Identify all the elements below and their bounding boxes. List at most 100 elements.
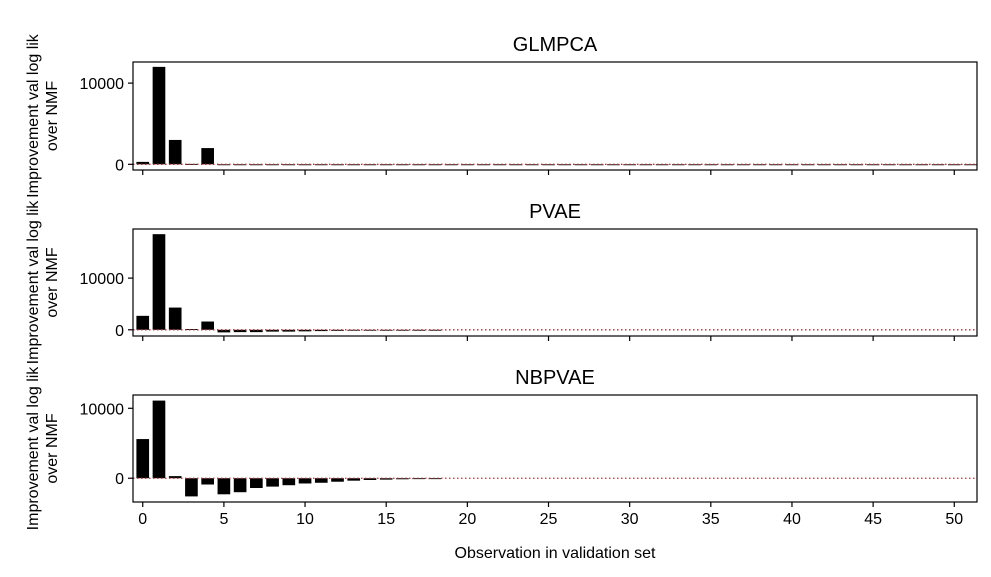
bar	[964, 164, 977, 166]
bar	[477, 164, 490, 166]
panel-0: 0 10000 GLMPCA Improvement val log lik over …	[25, 33, 978, 198]
y-axis-label-line: Improvement val log lik	[25, 33, 42, 198]
y-tick-label: 0	[115, 323, 124, 340]
bar	[753, 164, 766, 166]
bar	[201, 148, 214, 165]
bar	[266, 329, 279, 332]
bar	[736, 164, 750, 166]
bar	[152, 400, 166, 479]
bar	[509, 164, 523, 166]
y-tick-label: 10000	[80, 76, 125, 93]
bar	[331, 478, 344, 482]
bar	[461, 164, 474, 166]
bar	[136, 315, 150, 330]
bar	[412, 164, 425, 166]
bar	[314, 478, 328, 483]
x-tick-label: 0	[138, 511, 147, 528]
bar	[347, 478, 361, 481]
bar	[185, 163, 198, 165]
x-tick-label: 45	[864, 511, 882, 528]
panel-2: 0 10000 0 5 10 15 20 25 30 35 40 45 50 NBPVAE Improvem…	[25, 366, 978, 531]
y-axis-label-line: over NMF	[44, 81, 61, 151]
bar	[428, 478, 442, 480]
bar	[185, 478, 198, 497]
y-axis-label-line: over NMF	[44, 413, 61, 483]
panel-title: NBPVAE	[515, 367, 595, 389]
x-tick-label: 5	[219, 511, 228, 528]
bar	[525, 164, 539, 166]
y-axis-label: Improvement val log lik over NMF	[25, 366, 61, 531]
panel-title: PVAE	[529, 201, 581, 223]
y-tick-label: 10000	[80, 271, 125, 288]
x-tick-label: 40	[783, 511, 801, 528]
y-axis-label: Improvement val log lik over NMF	[25, 33, 61, 198]
bar	[152, 234, 166, 330]
y-tick-label: 10000	[80, 401, 125, 418]
bar	[298, 478, 312, 484]
bar	[185, 329, 198, 330]
x-axis-label: Observation in validation set	[455, 545, 657, 562]
bar	[266, 478, 279, 487]
x-tick-label: 10	[296, 511, 314, 528]
bar	[834, 164, 847, 166]
bar	[850, 164, 864, 166]
bar	[250, 478, 263, 489]
x-tick-label: 20	[458, 511, 476, 528]
bar	[493, 164, 507, 166]
bar	[785, 164, 799, 166]
bar	[233, 164, 247, 166]
bar	[250, 329, 263, 333]
bar	[428, 329, 442, 331]
x-tick-label: 30	[621, 511, 639, 528]
y-axis-label-line: over NMF	[44, 247, 61, 317]
bar	[412, 478, 425, 480]
y-axis-label: Improvement val log lik over NMF	[25, 200, 61, 365]
bar	[217, 164, 231, 166]
x-tick-label: 35	[702, 511, 720, 528]
plot-frame	[132, 61, 978, 171]
bar	[201, 478, 214, 485]
bar	[136, 439, 150, 479]
bar	[233, 478, 247, 493]
bar	[201, 321, 214, 330]
bar	[801, 164, 815, 166]
bar	[558, 164, 572, 166]
x-tick-label: 25	[540, 511, 558, 528]
bar	[363, 478, 377, 480]
bar	[688, 164, 701, 166]
y-axis-label-line: Improvement val log lik	[25, 200, 42, 365]
panel-title: GLMPCA	[513, 34, 598, 56]
bar	[282, 164, 296, 166]
x-tick-label: 50	[945, 511, 963, 528]
bar	[444, 164, 458, 166]
bar	[233, 329, 247, 333]
bar	[574, 164, 588, 166]
bar	[379, 478, 393, 480]
plot-frame	[132, 394, 978, 503]
bar	[152, 66, 166, 165]
bar	[282, 329, 296, 332]
bar	[704, 164, 718, 166]
bar	[428, 164, 442, 166]
bar	[168, 476, 182, 479]
y-axis-label-line: Improvement val log lik	[25, 366, 42, 531]
bar	[720, 164, 734, 166]
bar	[217, 329, 231, 333]
y-tick-label: 0	[115, 157, 124, 174]
bar	[250, 164, 263, 166]
bar	[282, 478, 296, 486]
bar	[412, 329, 425, 331]
bar	[818, 164, 831, 166]
x-tick-label: 15	[377, 511, 395, 528]
bar	[168, 307, 182, 330]
bar	[217, 478, 231, 495]
panel-1: 0 10000 PVAE Improvement val log lik over NM…	[25, 200, 978, 365]
bar	[769, 164, 783, 166]
plot-frame	[132, 228, 978, 337]
bar	[266, 164, 279, 166]
bar	[136, 161, 150, 165]
y-tick-label: 0	[115, 471, 124, 488]
bar	[168, 139, 182, 165]
